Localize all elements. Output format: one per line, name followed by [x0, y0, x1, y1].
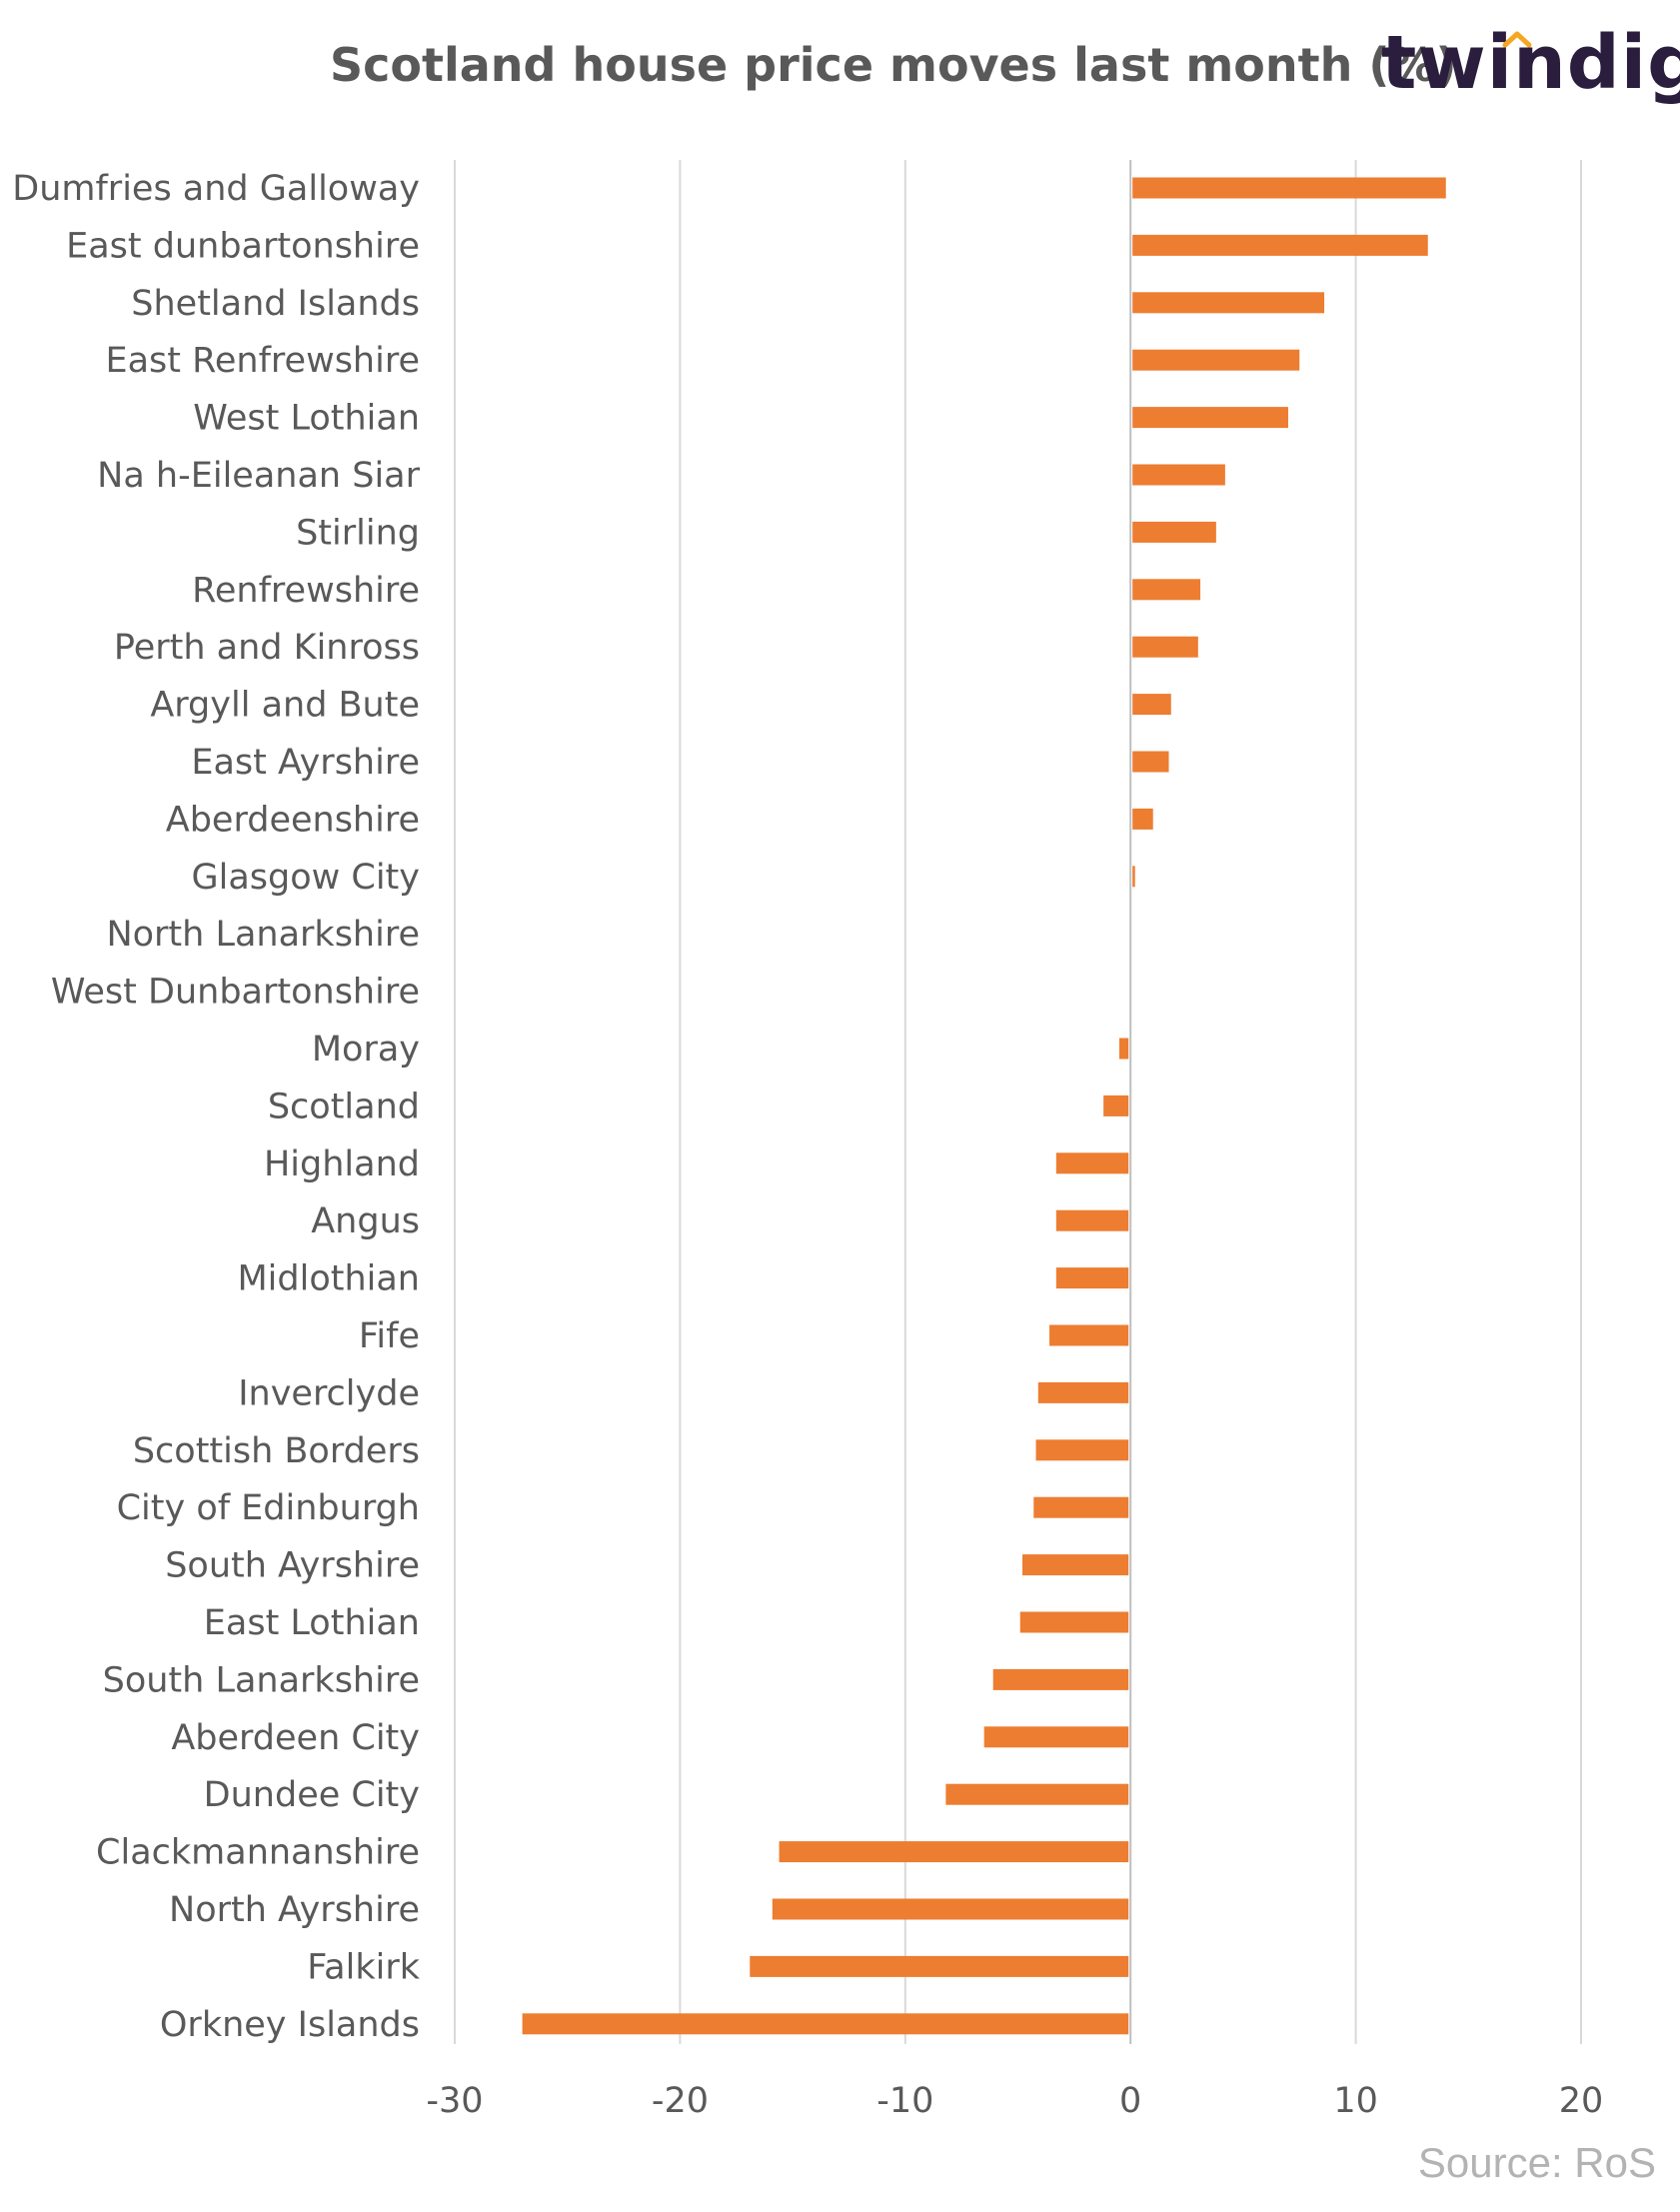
category-label: Clackmannanshire	[96, 1833, 420, 1873]
category-label: Angus	[311, 1201, 420, 1241]
bar	[1132, 464, 1225, 486]
x-tick-label: -10	[876, 2081, 933, 2121]
category-label: Glasgow City	[191, 858, 420, 898]
bar	[1132, 407, 1288, 429]
bar	[1132, 579, 1201, 601]
page-title: Scotland house price moves last month (%…	[330, 38, 1457, 92]
category-label: Perth and Kinross	[114, 628, 420, 668]
bar	[779, 1841, 1129, 1863]
bar	[750, 1955, 1129, 1977]
category-label: East dunbartonshire	[66, 226, 420, 266]
category-label: East Ayrshire	[191, 743, 420, 783]
category-label: East Lothian	[204, 1603, 420, 1643]
bar	[1132, 234, 1428, 256]
bar	[945, 1783, 1129, 1805]
category-label: North Ayrshire	[169, 1890, 420, 1930]
x-tick-label: 0	[1119, 2081, 1141, 2121]
x-tick-label: -30	[426, 2081, 483, 2121]
category-label: Moray	[312, 1030, 420, 1070]
bar	[1132, 751, 1169, 773]
bar	[522, 2013, 1129, 2035]
category-label: Argyll and Bute	[150, 686, 420, 726]
category-label: Dundee City	[204, 1775, 420, 1815]
category-label: Shetland Islands	[131, 284, 420, 324]
category-label: Fife	[359, 1316, 420, 1356]
category-label: East Renfrewshire	[105, 341, 420, 381]
category-label: Stirling	[296, 513, 420, 553]
bar	[983, 1726, 1129, 1748]
bar	[1037, 1381, 1129, 1403]
category-label: City of Edinburgh	[117, 1488, 420, 1528]
bar	[1049, 1324, 1129, 1346]
bar	[1118, 1038, 1129, 1060]
source-note: Source: RoS	[1417, 2139, 1656, 2186]
bar	[772, 1898, 1129, 1920]
category-label: South Lanarkshire	[103, 1660, 420, 1700]
x-tick-label: 20	[1559, 2081, 1604, 2121]
bar	[1055, 1267, 1129, 1289]
x-tick-label: -20	[652, 2081, 709, 2121]
x-axis-tick-labels: -30 -20 -10 0 10 20	[426, 2081, 1603, 2121]
bar	[1022, 1554, 1129, 1576]
category-label: Falkirk	[307, 1947, 420, 1987]
brand-wordmark: twindig	[1381, 20, 1680, 106]
category-label: West Lothian	[193, 399, 420, 439]
category-label: North Lanarkshire	[106, 915, 420, 955]
bar	[1055, 1209, 1129, 1231]
category-label: Renfrewshire	[192, 571, 420, 611]
category-label: Inverclyde	[238, 1373, 420, 1413]
bar	[992, 1668, 1129, 1690]
bar	[1132, 349, 1300, 371]
category-label: South Ayrshire	[165, 1546, 420, 1586]
category-label: Na h-Eileanan Siar	[97, 456, 420, 496]
bar	[1019, 1611, 1129, 1633]
roof-icon	[1502, 31, 1532, 48]
gridlines	[454, 160, 1582, 2044]
category-label: Orkney Islands	[160, 2005, 420, 2045]
bar	[1132, 866, 1135, 888]
bar	[1055, 1152, 1129, 1174]
bar	[1103, 1095, 1129, 1116]
category-label: Aberdeen City	[171, 1718, 420, 1758]
bar	[1132, 636, 1198, 658]
bar	[1132, 521, 1216, 543]
category-label: West Dunbartonshire	[51, 973, 420, 1013]
category-labels: Dumfries and Galloway East dunbartonshire…	[12, 169, 420, 2045]
category-label: Aberdeenshire	[166, 800, 420, 840]
bar	[1035, 1439, 1129, 1461]
x-tick-label: 10	[1333, 2081, 1378, 2121]
category-label: Midlothian	[237, 1259, 420, 1299]
bars	[522, 177, 1446, 2035]
category-label: Highland	[264, 1144, 420, 1184]
category-label: Scottish Borders	[133, 1431, 420, 1471]
category-label: Scotland	[268, 1087, 420, 1126]
bar	[1132, 292, 1325, 314]
bar	[1132, 694, 1171, 716]
category-label: Dumfries and Galloway	[12, 169, 420, 209]
bar	[1132, 177, 1446, 199]
bar	[1132, 808, 1153, 830]
bar	[1033, 1496, 1129, 1518]
